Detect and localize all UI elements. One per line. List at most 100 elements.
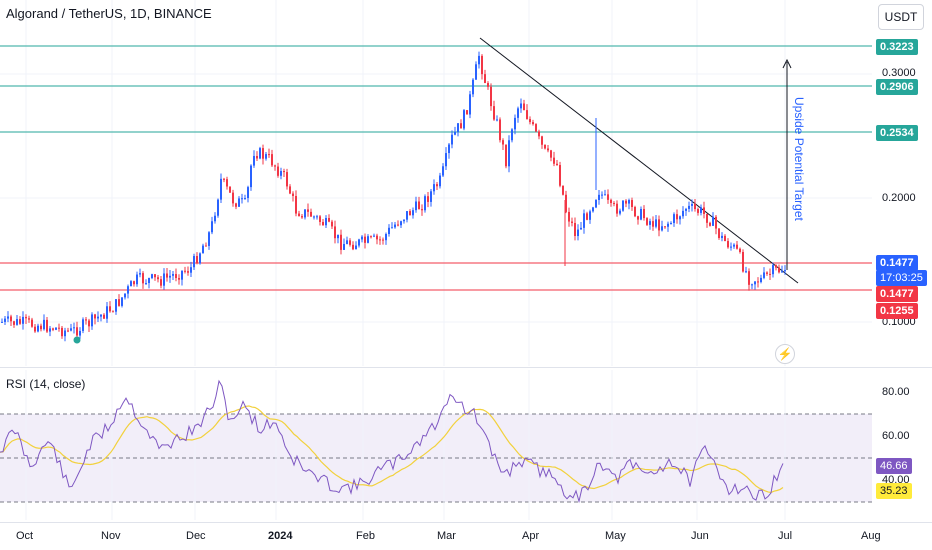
candle-body <box>553 157 555 164</box>
candle-body <box>316 216 318 218</box>
price-chart[interactable] <box>0 0 872 366</box>
price-tick: 0.2000 <box>882 192 916 204</box>
rsi-chart[interactable] <box>0 370 872 520</box>
candle-body <box>721 235 723 238</box>
candle-body <box>271 154 273 166</box>
candle-body <box>772 265 774 275</box>
level-tag-0.2534: 0.2534 <box>876 125 918 141</box>
candle-body <box>457 123 459 132</box>
candle-body <box>346 240 348 244</box>
rsi-pane[interactable] <box>0 370 872 520</box>
candle-body <box>136 274 138 285</box>
candle-body <box>559 165 561 186</box>
lightning-icon[interactable]: ⚡ <box>775 344 795 364</box>
candle-body <box>331 221 333 227</box>
candle-body <box>400 221 402 226</box>
price-tick: 0.1000 <box>882 316 916 328</box>
candle-body <box>523 103 525 111</box>
price-tick: 0.3000 <box>882 67 916 79</box>
candle-body <box>301 216 303 218</box>
candle-body <box>397 224 399 226</box>
candle-body <box>4 318 6 322</box>
candle-body <box>112 311 114 313</box>
time-label: Mar <box>437 530 456 542</box>
currency-button[interactable]: USDT <box>878 4 924 30</box>
candle-body <box>520 103 522 109</box>
pane-separator[interactable] <box>0 367 932 368</box>
symbol-title: Algorand / TetherUS, 1D, BINANCE <box>6 6 212 21</box>
candle-body <box>163 273 165 286</box>
candle-body <box>139 273 141 275</box>
candle-body <box>232 192 234 204</box>
candle-body <box>673 214 675 223</box>
time-label: Oct <box>16 530 34 542</box>
candle-body <box>22 316 24 324</box>
rsi-line <box>0 379 784 504</box>
candle-body <box>661 226 663 231</box>
descending-trendline <box>479 37 799 284</box>
time-label: May <box>605 530 626 542</box>
candle-body <box>28 318 30 320</box>
candle-body <box>415 201 417 211</box>
candle-body <box>127 286 129 294</box>
candle-body <box>328 218 330 222</box>
candle-body <box>181 270 183 280</box>
candle-body <box>265 154 267 159</box>
candle-body <box>433 184 435 192</box>
candle-body <box>430 191 432 202</box>
candle-body <box>760 277 762 283</box>
level-tag-0.2906: 0.2906 <box>876 79 918 95</box>
candle-body <box>31 319 33 327</box>
candle-body <box>160 279 162 286</box>
candle-body <box>16 319 18 325</box>
candle-body <box>358 239 360 246</box>
candle-body <box>469 94 471 115</box>
candle-body <box>244 198 246 200</box>
candle-body <box>325 218 327 226</box>
candle-body <box>481 55 483 75</box>
candle-body <box>223 178 225 180</box>
candle-body <box>700 207 702 213</box>
candle-body <box>25 316 27 319</box>
candle-body <box>487 83 489 87</box>
candle-body <box>379 239 381 241</box>
candle-body <box>238 198 240 207</box>
candle-body <box>460 123 462 129</box>
candle-body <box>646 218 648 225</box>
candle-body <box>175 274 177 279</box>
price-pane[interactable] <box>0 0 872 366</box>
candle-body <box>640 208 642 220</box>
candle-body <box>508 140 510 167</box>
candle-body <box>427 196 429 202</box>
candle-body <box>124 293 126 298</box>
candle-body <box>298 213 300 217</box>
level-tag-0.3223: 0.3223 <box>876 39 918 55</box>
candle-body <box>118 299 120 306</box>
candle-body <box>436 184 438 187</box>
candle-body <box>643 208 645 219</box>
candle-body <box>184 270 186 272</box>
candle-body <box>229 186 231 193</box>
candle-body <box>667 223 669 227</box>
candle-body <box>157 277 159 280</box>
candle-body <box>193 256 195 268</box>
candle-body <box>703 207 705 214</box>
candle-body <box>67 330 69 332</box>
candle-body <box>730 246 732 248</box>
candle-body <box>343 243 345 250</box>
candle-body <box>589 211 591 220</box>
candle-body <box>712 216 714 226</box>
candle-body <box>727 241 729 248</box>
candle-body <box>253 155 255 166</box>
candle-body <box>463 110 465 129</box>
candle-body <box>763 272 765 278</box>
candle-body <box>256 155 258 159</box>
candle-body <box>142 273 144 284</box>
signal-marker <box>73 336 81 344</box>
candle-body <box>88 320 90 327</box>
candle-body <box>421 209 423 211</box>
candle-body <box>490 86 492 107</box>
candle-body <box>196 256 198 264</box>
candle-body <box>292 193 294 196</box>
